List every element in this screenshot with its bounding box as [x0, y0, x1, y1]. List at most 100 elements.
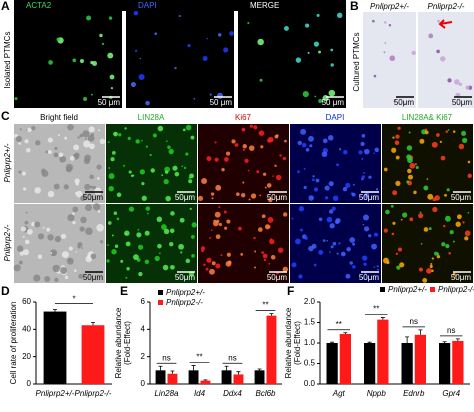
cell	[125, 241, 131, 247]
cell	[436, 133, 440, 137]
cell	[82, 130, 90, 138]
cell	[328, 89, 336, 97]
cell	[154, 255, 160, 262]
cell	[291, 262, 297, 268]
cell	[109, 74, 115, 80]
cell	[300, 128, 307, 135]
cell	[172, 165, 178, 171]
x-tick-label: Nppb	[367, 389, 387, 398]
column-header: LIN28A	[138, 113, 165, 122]
y-axis-label: Relative abundance	[114, 307, 123, 378]
cell	[166, 140, 168, 142]
cell	[106, 259, 110, 263]
cell	[165, 195, 171, 202]
cell	[342, 186, 348, 192]
cell	[458, 143, 465, 150]
cell	[259, 194, 262, 197]
cell	[467, 211, 470, 214]
cell	[72, 58, 77, 63]
cell	[44, 275, 51, 283]
cell	[77, 241, 83, 248]
cell	[277, 247, 284, 253]
cell	[358, 150, 363, 155]
cell	[314, 95, 317, 98]
cell	[361, 133, 366, 138]
cell	[214, 157, 219, 162]
cell	[345, 182, 351, 188]
cell	[206, 37, 208, 40]
cell	[45, 150, 49, 154]
cell	[191, 222, 197, 228]
cell	[349, 261, 353, 265]
cell	[223, 210, 227, 214]
cell	[108, 173, 115, 180]
y-tick-label: 1.0	[304, 338, 316, 347]
cell	[215, 184, 222, 191]
cell	[211, 261, 216, 266]
cell	[220, 254, 223, 257]
cell	[335, 217, 341, 224]
micrograph	[198, 124, 289, 203]
cell	[415, 165, 419, 169]
significance: ns	[410, 317, 418, 326]
legend-swatch	[158, 290, 163, 295]
cell	[322, 138, 328, 144]
significance: *	[72, 295, 75, 304]
cell	[364, 226, 370, 232]
cell	[68, 258, 72, 262]
cell	[301, 142, 307, 148]
cell	[126, 267, 130, 271]
cell	[441, 242, 446, 247]
cell	[108, 167, 111, 169]
cell	[141, 195, 147, 201]
cell	[240, 192, 246, 198]
cell	[272, 175, 274, 177]
cell	[84, 204, 92, 212]
cell	[226, 219, 231, 224]
cell	[254, 250, 257, 253]
cell	[428, 33, 434, 39]
cell	[162, 264, 169, 271]
cell	[113, 211, 118, 215]
x-tick-label: Pnliprp2-/-	[75, 389, 112, 398]
legend-label: Pnliprp2+/-	[388, 285, 427, 294]
cell	[25, 211, 28, 214]
cell	[259, 78, 263, 82]
cell	[136, 232, 142, 238]
cell	[391, 147, 397, 153]
cell	[34, 221, 41, 228]
cell	[352, 265, 356, 269]
cell	[282, 156, 287, 161]
cell	[205, 267, 209, 271]
cell	[313, 263, 317, 267]
cell	[181, 165, 183, 168]
cell	[135, 139, 140, 144]
cell	[444, 215, 451, 222]
cell	[42, 226, 45, 229]
cell	[385, 209, 390, 215]
cell	[210, 192, 215, 196]
cell	[86, 15, 92, 21]
scale-label: 50μm	[175, 193, 196, 202]
cell	[361, 158, 364, 160]
cell	[229, 31, 234, 36]
cell	[364, 192, 369, 197]
cell	[145, 145, 148, 148]
cell	[283, 25, 289, 31]
panel-label: A	[1, 0, 10, 13]
cell	[274, 134, 279, 139]
cell	[467, 160, 471, 164]
cell	[89, 185, 93, 189]
cell	[61, 251, 69, 259]
cell	[83, 157, 91, 165]
y-tick-label: 0.5	[304, 359, 316, 368]
bar	[414, 334, 426, 384]
cell	[315, 178, 320, 183]
cell	[128, 206, 135, 212]
cell	[284, 139, 287, 143]
cell	[375, 188, 379, 191]
error-bar	[236, 371, 241, 375]
cell	[200, 246, 206, 251]
y-tick-label: 2	[141, 352, 146, 361]
cell	[305, 23, 310, 28]
